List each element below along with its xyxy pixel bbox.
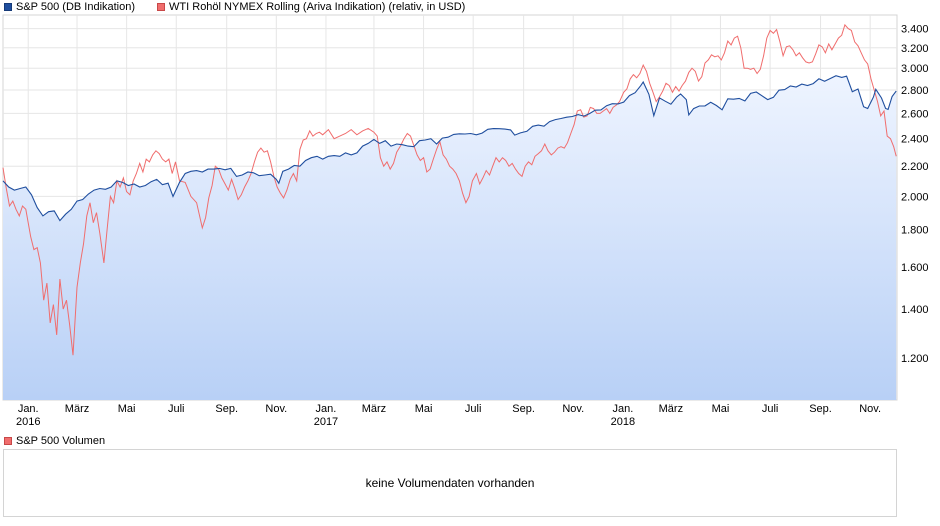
x-tick-label: Mai (712, 403, 730, 415)
x-tick-label: Mai (415, 403, 433, 415)
sp500-line (2, 75, 897, 222)
y-tick-label: 2.200 (901, 161, 929, 173)
x-tick-label: Jan. (18, 403, 39, 415)
volume-legend-label: S&P 500 Volumen (16, 435, 106, 447)
y-tick-label: 3.000 (901, 63, 929, 75)
x-tick-label: Juli (168, 403, 185, 415)
y-tick-label: 1.400 (901, 304, 929, 316)
x-tick-label: Juli (762, 403, 779, 415)
legend-item-wti: WTI Rohöl NYMEX Rolling (Ariva Indikatio… (157, 1, 465, 13)
x-tick-year: 2018 (611, 416, 635, 428)
volume-legend-swatch (4, 437, 12, 445)
volume-empty-message: keine Volumendaten vorhanden (365, 476, 535, 490)
x-tick-label: Juli (465, 403, 482, 415)
legend-label-sp500: S&P 500 (DB Indikation) (16, 1, 136, 13)
y-tick-label: 1.200 (901, 353, 929, 365)
y-tick-label: 1.600 (901, 262, 929, 274)
x-tick-label: Nov. (265, 403, 287, 415)
legend-swatch-red (157, 3, 166, 11)
x-tick-label: Sep. (512, 403, 535, 415)
y-tick-label: 2.600 (901, 108, 929, 120)
x-tick-label: März (65, 403, 89, 415)
price-chart[interactable]: 1.200 1.400 1.600 1.800 2.000 2.200 2.400 2.600… (0, 0, 940, 434)
x-tick-year: 2016 (16, 416, 40, 428)
x-tick-label: Sep. (215, 403, 238, 415)
x-tick-label: Nov. (562, 403, 584, 415)
x-tick-year: 2017 (314, 416, 338, 428)
y-tick-label: 3.400 (901, 24, 929, 36)
y-tick-label: 3.200 (901, 43, 929, 55)
x-tick-label: Sep. (809, 403, 832, 415)
y-axis-labels: 1.200 1.400 1.600 1.800 2.000 2.200 2.400 2.600… (901, 24, 929, 365)
x-tick-label: März (362, 403, 386, 415)
y-tick-label: 2.000 (901, 191, 929, 203)
chart-legend: S&P 500 (DB Indikation) WTI Rohöl NYMEX … (4, 0, 487, 14)
sp500-area-fill (3, 75, 897, 400)
wti-line (2, 23, 897, 356)
legend-swatch-blue (4, 3, 12, 11)
volume-panel: keine Volumendaten vorhanden (3, 449, 897, 517)
y-tick-label: 2.400 (901, 134, 929, 146)
x-tick-label: Nov. (859, 403, 881, 415)
legend-item-sp500: S&P 500 (DB Indikation) (4, 1, 135, 13)
legend-label-wti: WTI Rohöl NYMEX Rolling (Ariva Indikatio… (169, 1, 466, 13)
volume-legend: S&P 500 Volumen (4, 434, 105, 448)
y-tick-label: 1.800 (901, 225, 929, 237)
x-tick-label: Mai (118, 403, 136, 415)
x-tick-label: März (659, 403, 683, 415)
x-tick-label: Jan. (316, 403, 337, 415)
y-tick-label: 2.800 (901, 85, 929, 97)
x-tick-label: Jan. (612, 403, 633, 415)
